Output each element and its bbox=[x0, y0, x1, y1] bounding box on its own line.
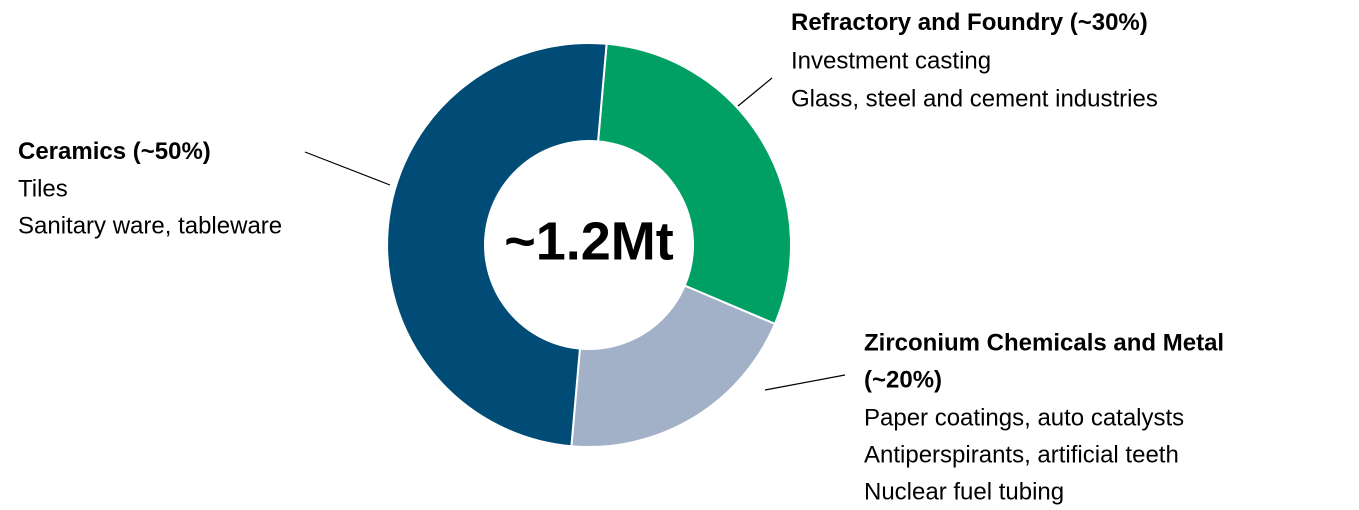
segment-label: Ceramics (~50%) bbox=[18, 138, 211, 165]
segment-name: Ceramics bbox=[18, 138, 126, 165]
segment-label: Refractory and Foundry (~30%) bbox=[791, 9, 1148, 36]
donut bbox=[386, 42, 792, 448]
leader-line bbox=[737, 77, 773, 107]
detail: Sanitary ware, tableware bbox=[18, 212, 282, 239]
segment-value-label: (~50%) bbox=[133, 138, 211, 165]
detail: Tiles bbox=[18, 175, 68, 202]
center-label: ~1.2Mt bbox=[504, 211, 674, 271]
donut-segment bbox=[386, 42, 608, 448]
segment-name: Refractory and Foundry bbox=[791, 9, 1064, 36]
segment-name: Zirconium Chemicals and Metal bbox=[864, 329, 1224, 356]
leader-line bbox=[304, 151, 391, 186]
segment-value-label: (~20%) bbox=[864, 366, 942, 393]
detail: Paper coatings, auto catalysts bbox=[864, 404, 1184, 431]
leader-line bbox=[764, 374, 846, 391]
detail: Glass, steel and cement industries bbox=[791, 85, 1158, 112]
detail: Investment casting bbox=[791, 47, 991, 74]
detail: Nuclear fuel tubing bbox=[864, 478, 1064, 505]
donut-segment bbox=[570, 284, 777, 448]
donut-segment bbox=[596, 42, 792, 326]
detail: Antiperspirants, artificial teeth bbox=[864, 441, 1179, 468]
segment-value-label: (~30%) bbox=[1070, 9, 1148, 36]
